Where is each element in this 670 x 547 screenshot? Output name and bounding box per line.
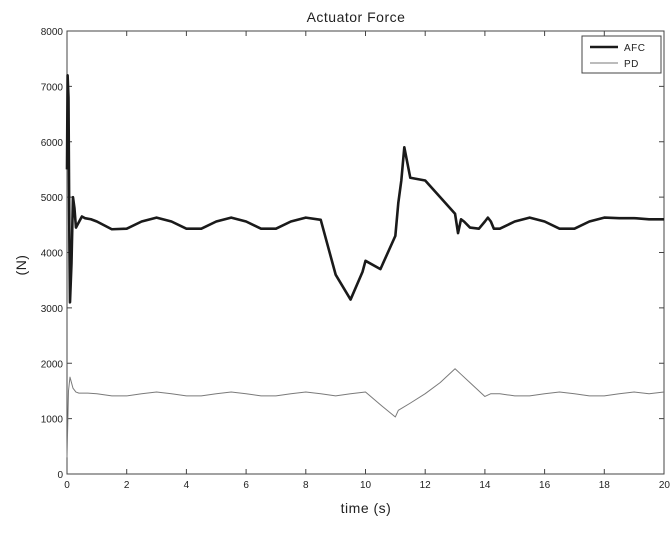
x-tick-label: 0	[64, 480, 70, 491]
series-line-pd	[66, 368, 665, 458]
legend-box	[581, 35, 662, 74]
x-tick-label: 18	[599, 480, 611, 491]
y-axis-label: (N)	[13, 255, 29, 276]
x-tick-label: 16	[539, 480, 551, 491]
legend: AFC PD	[581, 35, 662, 74]
x-tick-label: 10	[360, 480, 372, 491]
x-tick-label: 14	[479, 480, 491, 491]
x-axis-ticks: 0 2 4 6 8 10 12 14 16 18 20	[64, 31, 670, 491]
x-tick-label: 6	[243, 480, 249, 491]
y-tick-label: 1000	[41, 415, 64, 426]
y-tick-label: 5000	[41, 193, 64, 204]
legend-afc-label: AFC	[624, 43, 646, 54]
x-tick-label: 12	[420, 480, 432, 491]
x-tick-label: 8	[303, 480, 309, 491]
y-tick-label: 4000	[41, 249, 64, 260]
x-tick-label: 4	[184, 480, 190, 491]
y-tick-label: 7000	[41, 82, 64, 93]
x-axis-label: time (s)	[341, 500, 392, 516]
plot-frame	[66, 30, 665, 475]
y-tick-label: 0	[57, 470, 63, 481]
y-tick-label: 3000	[41, 304, 64, 315]
legend-pd-label: PD	[624, 59, 639, 70]
x-tick-label: 2	[124, 480, 130, 491]
chart-title: Actuator Force	[307, 9, 406, 25]
y-tick-label: 6000	[41, 138, 64, 149]
x-tick-label: 20	[659, 480, 670, 491]
series-line-afc	[65, 74, 664, 304]
y-tick-label: 2000	[41, 359, 64, 370]
series-layer	[65, 74, 665, 458]
y-tick-label: 8000	[41, 27, 64, 38]
